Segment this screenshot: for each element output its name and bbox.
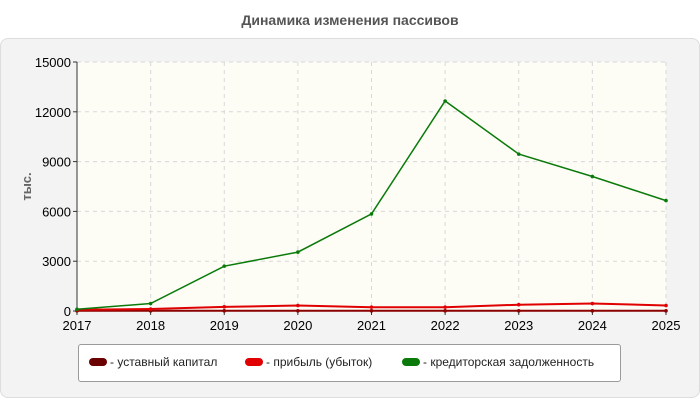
data-point-2 [296, 250, 300, 254]
x-tick-label: 2025 [652, 318, 681, 333]
y-tick-label: 15000 [35, 55, 71, 70]
data-point-0 [590, 309, 595, 313]
legend-label-profit: - прибыль (убыток) [266, 355, 373, 369]
x-tick-label: 2019 [210, 318, 239, 333]
data-point-2 [443, 99, 447, 103]
x-tick-label: 2021 [357, 318, 386, 333]
legend-item-share-capital[interactable]: - уставный капитал [89, 355, 217, 369]
x-tick-label: 2020 [283, 318, 312, 333]
legend-swatch-share-capital [89, 357, 107, 366]
y-axis-label: тыс. [19, 172, 34, 200]
data-point-1 [590, 301, 595, 306]
data-point-0 [664, 309, 668, 313]
legend-label-share-capital: - уставный капитал [110, 355, 218, 369]
x-tick-label: 2023 [504, 318, 533, 333]
x-tick-label: 2017 [63, 318, 92, 333]
data-point-2 [516, 152, 521, 156]
x-tick-label: 2024 [578, 318, 607, 333]
data-point-1 [222, 305, 227, 309]
x-tick-label: 2022 [431, 318, 460, 333]
y-tick-label: 0 [64, 304, 71, 319]
data-point-1 [148, 307, 153, 311]
data-point-1 [443, 305, 447, 309]
data-point-0 [222, 309, 227, 313]
y-tick-label: 3000 [42, 254, 71, 269]
chart-legend: - уставный капитал - прибыль (убыток) - … [78, 344, 621, 382]
data-point-2 [590, 174, 595, 179]
data-point-1 [664, 303, 668, 308]
y-tick-label: 12000 [35, 105, 71, 120]
data-point-1 [296, 303, 300, 308]
data-point-1 [516, 302, 521, 307]
data-point-2 [75, 307, 79, 312]
y-tick-label: 6000 [42, 204, 71, 219]
legend-label-payables: - кредиторская задолженность [423, 355, 595, 369]
data-point-0 [296, 309, 300, 313]
data-point-1 [369, 305, 374, 309]
data-point-2 [222, 264, 227, 268]
legend-swatch-payables [402, 357, 420, 366]
data-point-2 [369, 212, 374, 216]
data-point-2 [148, 301, 153, 306]
data-point-0 [443, 309, 447, 313]
legend-item-profit[interactable]: - прибыль (убыток) [245, 355, 372, 369]
legend-swatch-profit [245, 357, 263, 366]
y-tick-label: 9000 [42, 155, 71, 170]
x-tick-label: 2018 [136, 318, 165, 333]
legend-item-payables[interactable]: - кредиторская задолженность [402, 355, 594, 369]
data-point-0 [369, 309, 374, 313]
data-point-2 [664, 198, 668, 203]
data-point-0 [516, 309, 521, 313]
chart-title: Динамика изменения пассивов [241, 12, 459, 28]
